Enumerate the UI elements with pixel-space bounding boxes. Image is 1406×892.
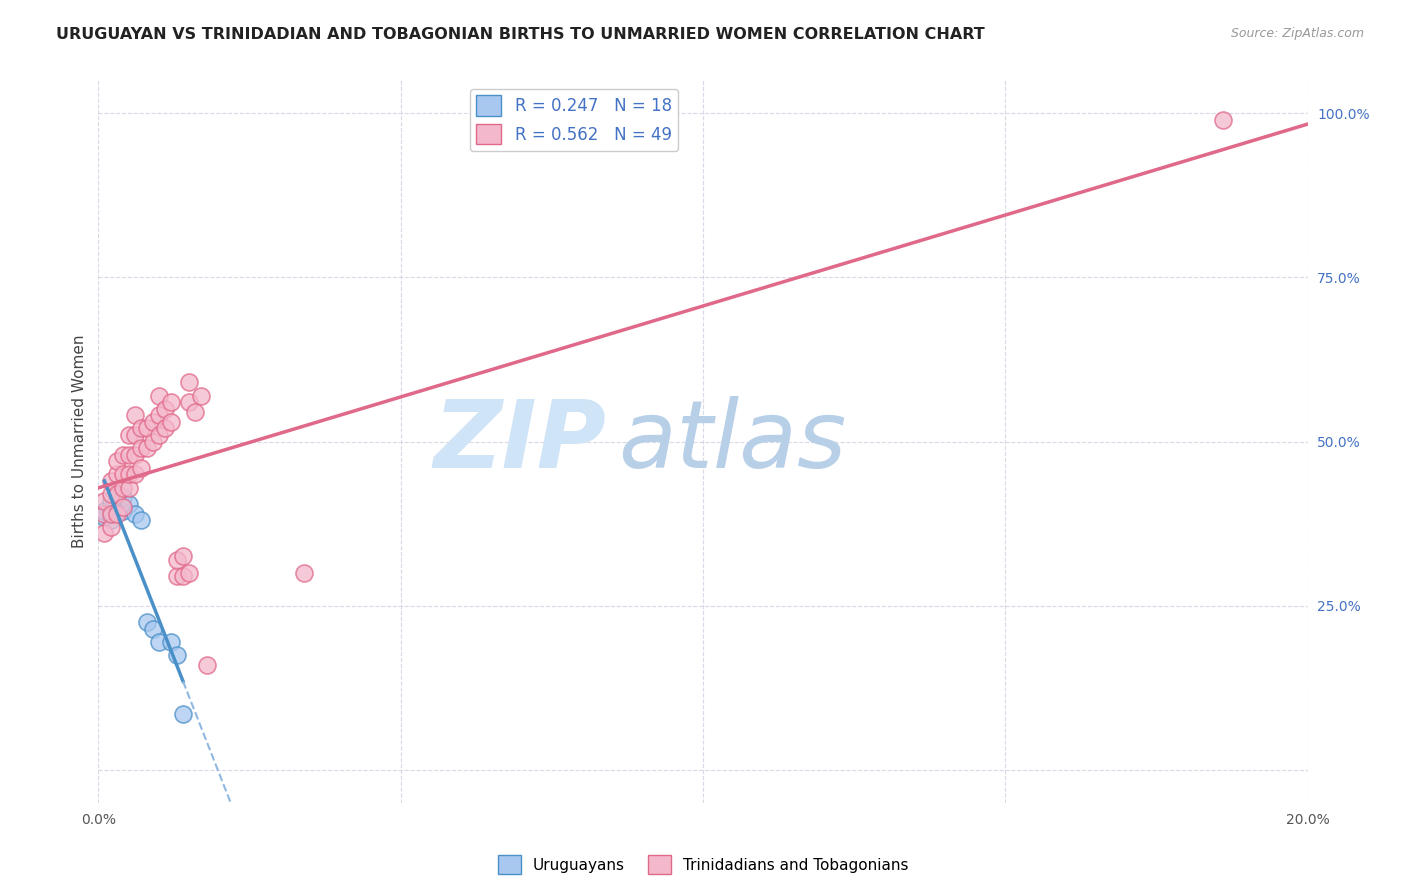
Point: [105, 507, 128, 521]
Point: [118, 448, 141, 462]
Point: [129, 421, 152, 435]
Point: [160, 415, 183, 429]
Point: [111, 503, 134, 517]
Point: [184, 405, 207, 419]
Point: [148, 635, 170, 649]
Point: [153, 421, 176, 435]
Point: [195, 657, 218, 672]
Point: [148, 428, 170, 442]
Point: [1212, 112, 1234, 127]
Point: [100, 474, 122, 488]
Point: [118, 428, 141, 442]
Point: [118, 497, 141, 511]
Point: [111, 448, 134, 462]
Point: [111, 500, 134, 515]
Y-axis label: Births to Unmarried Women: Births to Unmarried Women: [72, 334, 87, 549]
Point: [100, 493, 122, 508]
Point: [105, 454, 128, 468]
Legend: Uruguayans, Trinidadians and Tobagonians: Uruguayans, Trinidadians and Tobagonians: [492, 849, 914, 880]
Point: [179, 395, 201, 409]
Point: [142, 622, 165, 636]
Point: [100, 520, 122, 534]
Point: [93, 526, 115, 541]
Point: [124, 448, 146, 462]
Point: [166, 569, 188, 583]
Text: ZIP: ZIP: [433, 395, 606, 488]
Point: [129, 460, 152, 475]
Point: [160, 635, 183, 649]
Point: [100, 503, 122, 517]
Point: [129, 513, 152, 527]
Point: [111, 467, 134, 482]
Point: [124, 428, 146, 442]
Point: [100, 513, 122, 527]
Point: [105, 503, 128, 517]
Point: [105, 487, 128, 501]
Legend: R = 0.247   N = 18, R = 0.562   N = 49: R = 0.247 N = 18, R = 0.562 N = 49: [470, 88, 678, 151]
Point: [179, 376, 201, 390]
Point: [135, 421, 157, 435]
Point: [105, 487, 128, 501]
Point: [292, 566, 315, 580]
Point: [153, 401, 176, 416]
Point: [172, 549, 194, 564]
Point: [160, 395, 183, 409]
Point: [118, 467, 141, 482]
Point: [142, 434, 165, 449]
Point: [105, 467, 128, 482]
Point: [135, 441, 157, 455]
Point: [190, 388, 212, 402]
Point: [93, 503, 115, 517]
Point: [172, 569, 194, 583]
Point: [100, 507, 122, 521]
Point: [93, 507, 115, 521]
Point: [129, 441, 152, 455]
Point: [100, 487, 122, 501]
Point: [111, 481, 134, 495]
Point: [166, 553, 188, 567]
Point: [124, 507, 146, 521]
Text: Source: ZipAtlas.com: Source: ZipAtlas.com: [1230, 27, 1364, 40]
Point: [118, 481, 141, 495]
Point: [148, 409, 170, 423]
Point: [124, 467, 146, 482]
Point: [142, 415, 165, 429]
Point: [93, 493, 115, 508]
Text: URUGUAYAN VS TRINIDADIAN AND TOBAGONIAN BIRTHS TO UNMARRIED WOMEN CORRELATION CH: URUGUAYAN VS TRINIDADIAN AND TOBAGONIAN …: [56, 27, 986, 42]
Text: atlas: atlas: [619, 396, 846, 487]
Point: [135, 615, 157, 630]
Point: [111, 491, 134, 505]
Point: [166, 648, 188, 662]
Point: [93, 510, 115, 524]
Point: [179, 566, 201, 580]
Point: [124, 409, 146, 423]
Point: [148, 388, 170, 402]
Point: [172, 707, 194, 722]
